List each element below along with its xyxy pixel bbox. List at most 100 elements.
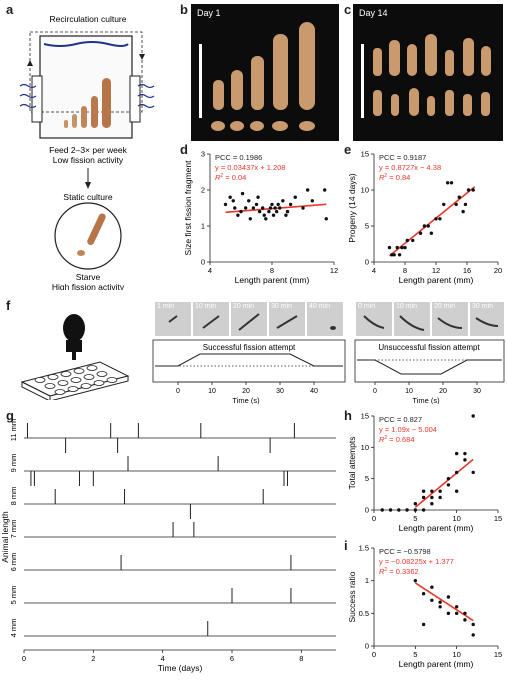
y-tick-label: 1 — [365, 576, 369, 585]
data-point — [403, 245, 407, 250]
data-point — [380, 508, 384, 512]
y-tick-label: 3 — [201, 150, 205, 159]
data-point — [228, 195, 232, 199]
data-point — [411, 238, 415, 243]
success-frame-5: 40 min — [307, 302, 343, 336]
data-point — [261, 206, 265, 210]
data-point — [438, 600, 442, 604]
data-point — [278, 206, 282, 210]
data-point — [454, 470, 459, 475]
success-frame-1: 1 min — [155, 302, 191, 336]
success-frame-3: 20 min — [231, 302, 267, 336]
chart-i: 0 5 10 15 0 0.5 1 1.5 Length parent (mm) Success … — [347, 544, 502, 670]
data-point — [421, 622, 426, 627]
x-tick-label: 4 — [208, 266, 212, 275]
annotation-r2: R2 = 0.3362 — [379, 567, 419, 576]
data-point — [392, 253, 396, 257]
annotation-pcc: PCC = 0.9187 — [379, 153, 426, 162]
x-tick-label: 12 — [432, 266, 440, 275]
success-xlabel: Time (s) — [232, 396, 260, 404]
x-tick-label: 8 — [270, 266, 274, 275]
x-tick-label: 2 — [91, 654, 95, 663]
y-tick-label: 0 — [201, 258, 205, 267]
data-point — [395, 245, 399, 250]
photo-day1: Day 1 — [191, 4, 339, 141]
data-point — [463, 202, 468, 207]
data-point — [413, 502, 418, 506]
annotation-pcc: PCC = −0.5798 — [379, 547, 431, 556]
data-point — [430, 585, 434, 589]
data-point — [442, 202, 446, 207]
data-point — [454, 611, 459, 616]
data-point — [239, 209, 243, 214]
data-point — [236, 213, 240, 217]
data-point — [264, 217, 268, 221]
data-point — [421, 489, 426, 493]
data-point — [248, 217, 252, 221]
data-point — [285, 209, 290, 214]
recirculation-label: Recirculation culture — [49, 14, 126, 24]
data-point — [418, 231, 423, 235]
y-tick-label: 0 — [365, 506, 369, 515]
panel-letter-g: g — [6, 408, 14, 423]
data-point — [466, 188, 471, 192]
panel-letter-d: d — [180, 142, 188, 157]
success-tick: 20 — [242, 388, 250, 395]
row-label: 9 mm — [9, 454, 18, 473]
trace-success-title: Successful fission attempt — [203, 343, 296, 352]
x-tick-label: 12 — [330, 266, 338, 275]
data-point — [430, 598, 434, 602]
x-tick-label: 5 — [413, 514, 417, 523]
data-point — [446, 483, 451, 487]
x-tick-label: 5 — [413, 650, 417, 659]
data-point — [293, 195, 297, 199]
x-axis-label: Length parent (mm) — [235, 275, 310, 285]
y-tick-label: 1.5 — [359, 544, 369, 553]
success-tick: 0 — [176, 388, 180, 395]
trace-success: Successful fission attempt 0 10 20 30 40… — [152, 339, 346, 404]
data-point — [305, 188, 310, 192]
y-tick-label: 15 — [361, 412, 369, 421]
x-axis-label: Time (days) — [158, 663, 203, 673]
x-tick-label: 10 — [452, 514, 460, 523]
panel-letter-i: i — [344, 538, 348, 553]
success-frame-2: 10 min — [193, 302, 229, 336]
data-point — [405, 508, 409, 512]
success-tick: 40 — [310, 388, 318, 395]
data-point — [463, 611, 467, 616]
data-point — [323, 188, 327, 192]
data-point — [421, 592, 426, 596]
x-tick-label: 15 — [494, 514, 502, 523]
data-point — [446, 476, 451, 481]
fail-tick: 10 — [405, 388, 413, 395]
data-point — [429, 231, 434, 235]
data-point — [471, 633, 475, 637]
x-tick-label: 20 — [494, 266, 502, 275]
annotation-equation: y = 1.09x − 5.004 — [379, 425, 437, 434]
annotation-equation: y = 0.8727x − 4.38 — [379, 163, 441, 172]
success-tick: 30 — [276, 388, 284, 395]
data-point — [223, 202, 228, 207]
data-point — [388, 508, 393, 512]
y-tick-label: 0 — [365, 642, 369, 651]
data-point — [471, 188, 475, 192]
fail-frame-1: 0 min — [356, 302, 392, 336]
data-point — [400, 245, 404, 250]
data-point — [274, 209, 279, 214]
static-label: Static culture — [63, 192, 112, 202]
y-tick-label: 10 — [361, 186, 369, 195]
panel-letter-f: f — [6, 298, 11, 313]
panel-a-schematic: Recirculation culture Feed 2–3× per week… — [19, 14, 155, 290]
row-label: 5 mm — [9, 586, 18, 605]
data-point — [438, 605, 442, 609]
panel-letter-a: a — [6, 2, 14, 17]
data-point — [268, 206, 273, 210]
data-point — [471, 470, 475, 475]
fit-line — [414, 458, 474, 508]
y-tick-label: 0.5 — [359, 609, 369, 618]
x-axis-label: Length parent (mm) — [399, 523, 474, 533]
data-point — [454, 202, 458, 207]
y-tick-label: 1 — [201, 222, 205, 231]
data-point — [446, 595, 451, 599]
panel-letter-h: h — [344, 408, 352, 423]
